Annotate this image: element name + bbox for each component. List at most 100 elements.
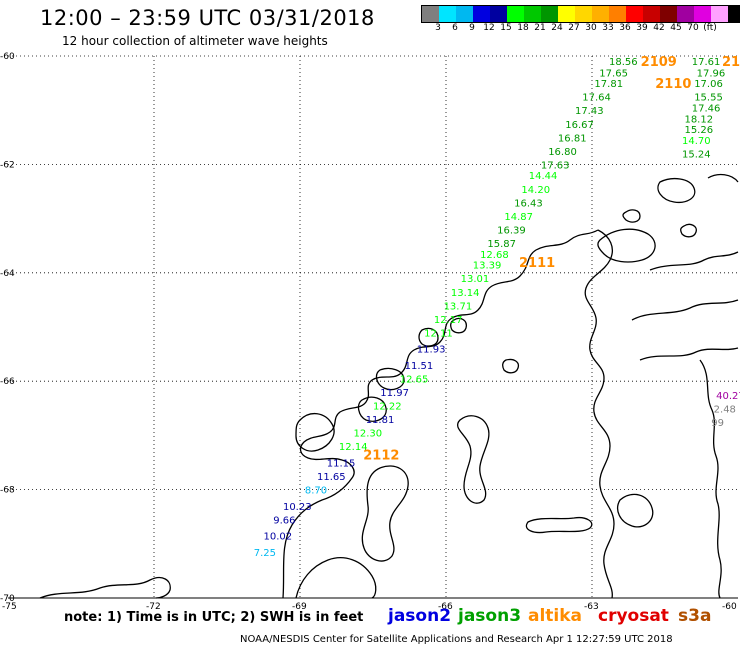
latitude-label: -62 [0, 160, 15, 170]
longitude-label: -69 [292, 602, 307, 612]
wave-height-value: 18.56 [609, 57, 638, 68]
wave-height-value: 15.55 [694, 93, 723, 104]
wave-height-value: 13.39 [473, 261, 502, 272]
inlet-b [456, 415, 490, 504]
pass-numbers: 2109 2110 2111 2112 21 [363, 55, 740, 463]
island-g [707, 173, 739, 183]
wave-height-value: 17.63 [541, 160, 570, 171]
colorbar-tick-label: 15 [500, 23, 512, 33]
wave-height-value: 13.14 [451, 288, 480, 299]
latitude-label: -70 [0, 594, 15, 604]
colorbar-tick-label: 12 [483, 23, 495, 33]
adelaide-island [295, 413, 335, 452]
wave-height-value: 12.17 [434, 315, 463, 326]
colorbar-tick-label: 36 [619, 23, 631, 33]
wave-height-value: 12.68 [480, 250, 509, 261]
satellite-legend-s3a: s3a [678, 606, 712, 626]
credit-line: NOAA/NESDIS Center for Satellite Applica… [240, 634, 673, 645]
wave-height-value: 10.02 [264, 532, 293, 543]
satellite-legend-jason3: jason3 [458, 606, 522, 626]
wave-height-value: 13.01 [461, 274, 490, 285]
alexander-island [295, 557, 377, 599]
colorbar-swatch [609, 6, 626, 22]
satellite-legend-altika: altika [528, 606, 583, 626]
wave-height-value: 11.97 [380, 388, 409, 399]
island-i [680, 223, 697, 238]
colorbar-swatch [490, 6, 507, 22]
colorbar-tick-label: 27 [568, 23, 580, 33]
longitude-label: -72 [146, 602, 161, 612]
colorbar-swatch [711, 6, 728, 22]
colorbar-tick-label: 39 [636, 23, 648, 33]
island-b [418, 327, 439, 347]
map-title: 12:00 – 23:59 UTC 03/31/2018 [40, 6, 375, 30]
colorbar-swatch [660, 6, 677, 22]
colorbar-tick-label: 9 [469, 23, 475, 33]
wave-height-value: 18.12 [684, 114, 713, 125]
colorbar-swatch [575, 6, 592, 22]
wave-height-value: 14.44 [529, 171, 558, 182]
colorbar-tick-label: 45 [670, 23, 682, 33]
wave-height-value: 12.65 [400, 374, 429, 385]
colorbar-swatch [422, 6, 439, 22]
longitude-label: -60 [722, 602, 737, 612]
inlet-c [617, 493, 654, 528]
longitude-label: -66 [438, 602, 453, 612]
wave-height-value: 9.66 [273, 515, 295, 526]
sw-coast [39, 576, 171, 599]
colorbar-swatch [456, 6, 473, 22]
colorbar-tick-label: 70 [687, 23, 699, 33]
wave-height-value: 40.27 [716, 391, 740, 402]
colorbar-swatch [728, 6, 740, 22]
wave-height-value: 17.43 [575, 106, 604, 117]
wave-height-value: 12.11 [424, 328, 453, 339]
footnote: note: 1) Time is in UTC; 2) SWH is in fe… [64, 610, 364, 625]
satellite-legend-cryosat: cryosat [598, 606, 669, 626]
latitude-label: -68 [0, 486, 15, 496]
island-h [622, 209, 641, 223]
coastline [39, 173, 739, 599]
wave-height-value: 11.15 [327, 459, 356, 470]
island-e [502, 358, 520, 374]
colorbar-tick-label: 6 [452, 23, 458, 33]
colorbar-swatch [626, 6, 643, 22]
wave-height-value: 16.80 [548, 147, 577, 158]
island-a [357, 396, 387, 422]
wave-height-value: 17.96 [697, 68, 726, 79]
latitude-label: -66 [0, 377, 15, 387]
colorbar-tick-label: 24 [551, 23, 563, 33]
wave-height-value: 11.93 [417, 345, 446, 356]
joinville-island [597, 228, 656, 263]
wave-height-value: 99 [711, 418, 724, 429]
wave-height-value: 16.67 [565, 120, 594, 131]
colorbar-swatch [592, 6, 609, 22]
wave-height-value: 12.22 [373, 402, 402, 413]
wave-height-value: 8.70 [305, 486, 327, 497]
wave-height-value: 17.65 [599, 68, 628, 79]
map-subtitle: 12 hour collection of altimeter wave hei… [62, 34, 328, 48]
wave-height-value: 16.81 [558, 133, 587, 144]
graticule [8, 55, 738, 599]
colorbar-tick-label: 3 [435, 23, 441, 33]
colorbar-swatch [558, 6, 575, 22]
larsen-shelf [631, 299, 739, 321]
longitude-label: -63 [584, 602, 599, 612]
wave-height-value: 17.61 [692, 57, 721, 68]
wave-height-value: 7.25 [254, 548, 276, 559]
pass-number-label: 2111 [519, 256, 555, 271]
wave-height-value: 12.14 [339, 442, 368, 453]
colorbar-ticks: 3 6 9 12 15 18 21 24 27 30 33 36 39 42 45 70 (ft) [421, 23, 740, 35]
wave-height-value: 14.70 [682, 136, 711, 147]
pass-number-label: 2112 [363, 448, 399, 463]
alexander-island-inner [361, 465, 409, 562]
wave-height-value: 14.20 [521, 185, 550, 196]
colorbar-swatch [473, 6, 490, 22]
pass-number-label: 2109 [641, 55, 677, 70]
latitude-label: -60 [0, 52, 15, 62]
wave-height-value: 13.71 [444, 301, 473, 312]
latitude-labels: -60 -62 -64 -66 -68 -70 [0, 52, 15, 604]
pass-number-label: 21 [722, 55, 740, 70]
longitude-label: -75 [2, 602, 17, 612]
